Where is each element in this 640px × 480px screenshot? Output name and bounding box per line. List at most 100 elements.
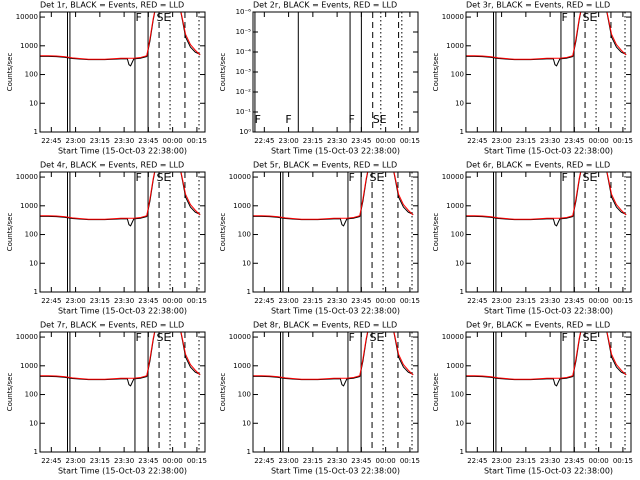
x-tick-label: 00:15: [613, 457, 633, 465]
x-tick-label: 00:15: [400, 297, 420, 305]
x-tick-label: 23:15: [303, 297, 323, 305]
chart-title: Det 5r, BLACK = Events, RED = LLD: [253, 161, 397, 170]
x-tick-label: 22:45: [41, 457, 61, 465]
data-line: [40, 172, 201, 220]
x-tick-label: 23:00: [65, 457, 85, 465]
x-tick-label: 23:15: [90, 137, 110, 145]
plot-frame: [39, 331, 206, 453]
event-label: SE: [373, 113, 387, 126]
event-label: F: [255, 113, 261, 126]
y-axis-label: Counts/sec: [219, 213, 227, 252]
x-tick-label: 23:15: [90, 457, 110, 465]
y-axis-label: Counts/sec: [219, 53, 227, 92]
chart-title: Det 1r, BLACK = Events, RED = LLD: [40, 1, 184, 10]
y-tick-label: 100: [238, 391, 251, 399]
chart-title: Det 2r, BLACK = Events, RED = LLD: [253, 1, 397, 10]
x-tick-label: 23:45: [138, 297, 158, 305]
y-tick-label: 10: [29, 99, 38, 107]
x-tick-label: 00:00: [163, 457, 183, 465]
y-tick-label: 10⁻⁴: [236, 48, 252, 56]
y-axis-label: Counts/sec: [6, 213, 14, 252]
x-tick-label: 23:30: [114, 137, 134, 145]
y-tick-label: 1000: [20, 362, 38, 370]
x-tick-label: 22:45: [467, 297, 487, 305]
event-label: F: [348, 331, 354, 344]
chart-title: Det 4r, BLACK = Events, RED = LLD: [40, 161, 184, 170]
data-line: [466, 12, 627, 60]
y-tick-label: 1: [34, 448, 38, 456]
chart-title: Det 9r, BLACK = Events, RED = LLD: [466, 321, 610, 330]
y-axis-label: Counts/sec: [219, 373, 227, 412]
x-tick-label: 22:45: [254, 457, 274, 465]
y-axis-label: Counts/sec: [432, 213, 440, 252]
event-label: SE: [156, 171, 170, 184]
x-axis-label: Start Time (15-Oct-03 22:38:00): [484, 467, 613, 476]
event-label: F: [561, 11, 567, 24]
y-tick-label: 1: [460, 128, 464, 136]
event-label: SE: [156, 331, 170, 344]
event-label: F: [135, 11, 141, 24]
chart-title: Det 8r, BLACK = Events, RED = LLD: [253, 321, 397, 330]
y-tick-label: 1: [460, 288, 464, 296]
panel: Det 6r, BLACK = Events, RED = LLD Counts/…: [432, 161, 633, 316]
x-tick-label: 22:45: [254, 137, 274, 145]
x-tick-label: 22:45: [254, 297, 274, 305]
x-tick-label: 22:45: [467, 457, 487, 465]
plot-frame: [252, 11, 419, 133]
x-tick-label: 23:30: [114, 297, 134, 305]
x-tick-label: 00:00: [376, 137, 396, 145]
x-axis-label: Start Time (15-Oct-03 22:38:00): [271, 467, 400, 476]
x-tick-label: 00:00: [163, 137, 183, 145]
x-tick-label: 00:00: [589, 297, 609, 305]
event-label: SE: [156, 11, 170, 24]
y-tick-label: 1000: [20, 42, 38, 50]
panel: Det 8r, BLACK = Events, RED = LLD Counts/…: [219, 321, 420, 476]
chart-title: Det 7r, BLACK = Events, RED = LLD: [40, 321, 184, 330]
y-tick-label: 1: [34, 128, 38, 136]
x-tick-label: 23:00: [65, 137, 85, 145]
x-axis-label: Start Time (15-Oct-03 22:38:00): [271, 307, 400, 316]
x-tick-label: 23:00: [278, 137, 298, 145]
y-tick-label: 1000: [233, 202, 251, 210]
data-line: [253, 332, 414, 380]
y-tick-label: 10⁰: [239, 128, 251, 136]
event-label: F: [285, 113, 291, 126]
plot-frame: [465, 171, 632, 293]
x-tick-label: 23:15: [516, 297, 536, 305]
event-label: F: [348, 113, 354, 126]
y-tick-label: 10: [455, 99, 464, 107]
x-axis-label: Start Time (15-Oct-03 22:38:00): [271, 147, 400, 156]
y-tick-label: 100: [238, 231, 251, 239]
x-tick-label: 23:30: [327, 137, 347, 145]
y-tick-label: 1000: [233, 362, 251, 370]
x-tick-label: 23:15: [516, 137, 536, 145]
event-label: F: [348, 171, 354, 184]
y-axis-label: Counts/sec: [432, 373, 440, 412]
y-tick-label: 10: [455, 259, 464, 267]
y-tick-label: 10000: [442, 333, 464, 341]
panel: Det 1r, BLACK = Events, RED = LLD Counts/…: [6, 1, 207, 156]
y-tick-label: 10: [455, 419, 464, 427]
y-tick-label: 1000: [446, 42, 464, 50]
plot-frame: [252, 171, 419, 293]
plot-frame: [465, 11, 632, 133]
y-tick-label: 10⁻¹: [236, 108, 252, 116]
y-tick-label: 10: [242, 259, 251, 267]
y-tick-label: 10⁻⁵: [236, 28, 252, 36]
y-tick-label: 10000: [229, 333, 251, 341]
y-tick-label: 10000: [16, 173, 38, 181]
y-tick-label: 1: [460, 448, 464, 456]
panel: Det 3r, BLACK = Events, RED = LLD Counts/…: [432, 1, 633, 156]
x-tick-label: 00:15: [613, 297, 633, 305]
event-label: SE: [369, 171, 383, 184]
x-tick-label: 23:45: [138, 457, 158, 465]
y-axis-label: Counts/sec: [6, 53, 14, 92]
event-label: F: [135, 331, 141, 344]
x-tick-label: 23:30: [540, 137, 560, 145]
x-tick-label: 23:15: [90, 297, 110, 305]
x-tick-label: 23:00: [491, 457, 511, 465]
y-tick-label: 1: [34, 288, 38, 296]
x-axis-label: Start Time (15-Oct-03 22:38:00): [58, 467, 187, 476]
data-line: [466, 332, 627, 380]
